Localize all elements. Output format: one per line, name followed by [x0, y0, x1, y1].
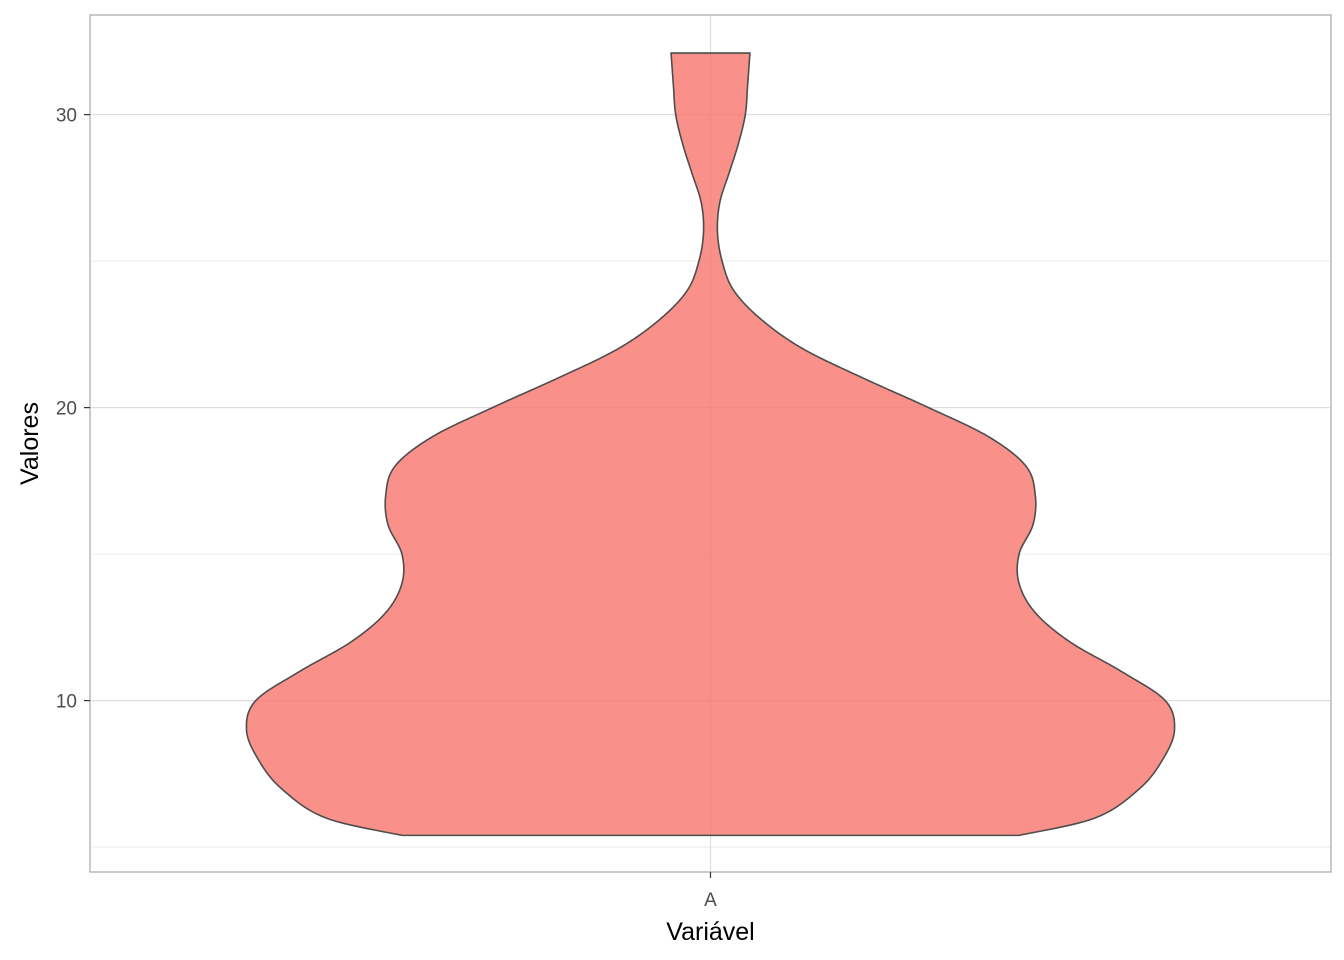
x-axis-ticks: A — [704, 872, 717, 911]
y-tick-label: 30 — [56, 106, 77, 127]
violin-layer — [245, 52, 1176, 837]
y-tick-label: 10 — [56, 692, 77, 713]
x-tick-label: A — [704, 890, 717, 911]
y-axis-ticks: 10 20 30 — [56, 106, 90, 713]
violin-A — [245, 52, 1176, 837]
x-axis-title: Variável — [666, 918, 754, 946]
y-tick-label: 20 — [56, 399, 77, 420]
y-axis-title: Valores — [16, 402, 44, 485]
